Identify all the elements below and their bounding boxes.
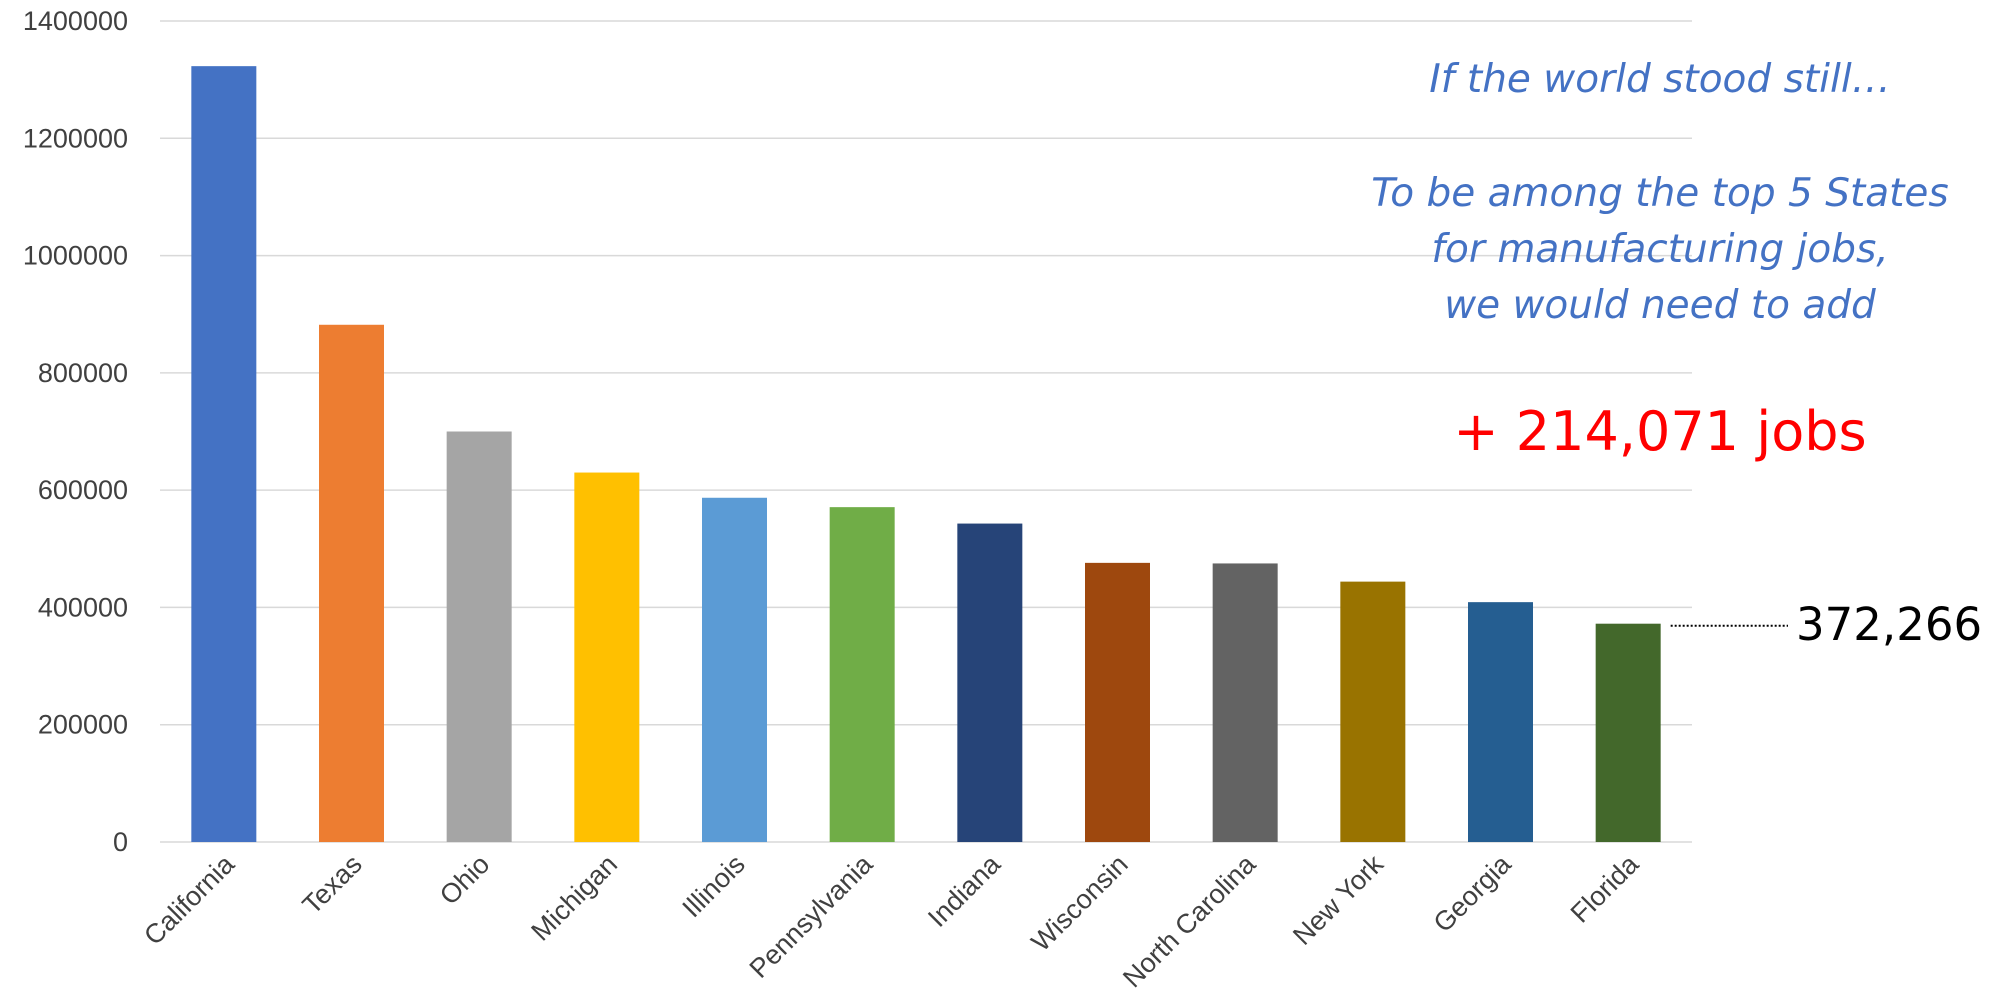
bar-new-york bbox=[1340, 581, 1406, 842]
y-axis: 0 200000 400000 600000 800000 1000000 1200000 1… bbox=[23, 6, 128, 857]
bar-indiana bbox=[957, 523, 1023, 842]
y-tick-label: 200000 bbox=[38, 710, 128, 740]
x-tick-label: North Carolina bbox=[1117, 848, 1262, 993]
gridlines bbox=[160, 20, 1692, 843]
last-value-label: 372,266 bbox=[1796, 598, 1983, 651]
annotation-body: To be among the top 5 States for manufac… bbox=[1340, 166, 1980, 334]
annotation-callout: + 214,071 jobs bbox=[1453, 400, 1867, 463]
y-tick-label: 600000 bbox=[38, 475, 128, 505]
annotation-headline: If the world stood still… bbox=[1429, 57, 1891, 102]
x-tick-label: Indiana bbox=[922, 848, 1007, 933]
bars bbox=[191, 66, 1661, 842]
bar-georgia bbox=[1468, 602, 1533, 842]
y-tick-label: 0 bbox=[113, 827, 128, 857]
x-tick-label: New York bbox=[1287, 849, 1389, 951]
x-tick-label: Texas bbox=[297, 849, 368, 920]
bar-north-carolina bbox=[1212, 563, 1278, 842]
y-tick-label: 800000 bbox=[38, 358, 128, 388]
x-axis: California Texas Ohio Michigan IllinoisPenns… bbox=[138, 848, 1645, 993]
x-tick-label: Wisconsin bbox=[1026, 849, 1134, 957]
annotation-body-line: for manufacturing jobs, bbox=[1431, 227, 1889, 272]
x-tick-label: Michigan bbox=[525, 849, 623, 947]
bar-wisconsin bbox=[1085, 562, 1150, 842]
bar-illinois bbox=[702, 497, 767, 842]
x-tick-label: Ohio bbox=[434, 849, 496, 911]
bar-florida bbox=[1595, 623, 1661, 842]
x-tick-label: Illinois bbox=[676, 849, 750, 923]
annotation-body-line: To be among the top 5 States bbox=[1371, 171, 1949, 216]
annotation-body-line: we would need to add bbox=[1444, 283, 1876, 328]
bar-pennsylvania bbox=[829, 507, 895, 842]
x-tick-label: Georgia bbox=[1428, 848, 1518, 938]
x-tick-label: Pennsylvania bbox=[744, 848, 879, 983]
bar-texas bbox=[319, 324, 384, 842]
y-tick-label: 1200000 bbox=[23, 123, 128, 153]
y-tick-label: 1400000 bbox=[23, 6, 128, 36]
bar-california bbox=[191, 66, 257, 842]
y-tick-label: 1000000 bbox=[23, 241, 128, 271]
bar-michigan bbox=[574, 472, 640, 842]
bar-ohio bbox=[446, 431, 512, 842]
x-tick-label: California bbox=[138, 848, 241, 951]
x-tick-label: Florida bbox=[1565, 848, 1645, 928]
y-tick-label: 400000 bbox=[38, 592, 128, 622]
